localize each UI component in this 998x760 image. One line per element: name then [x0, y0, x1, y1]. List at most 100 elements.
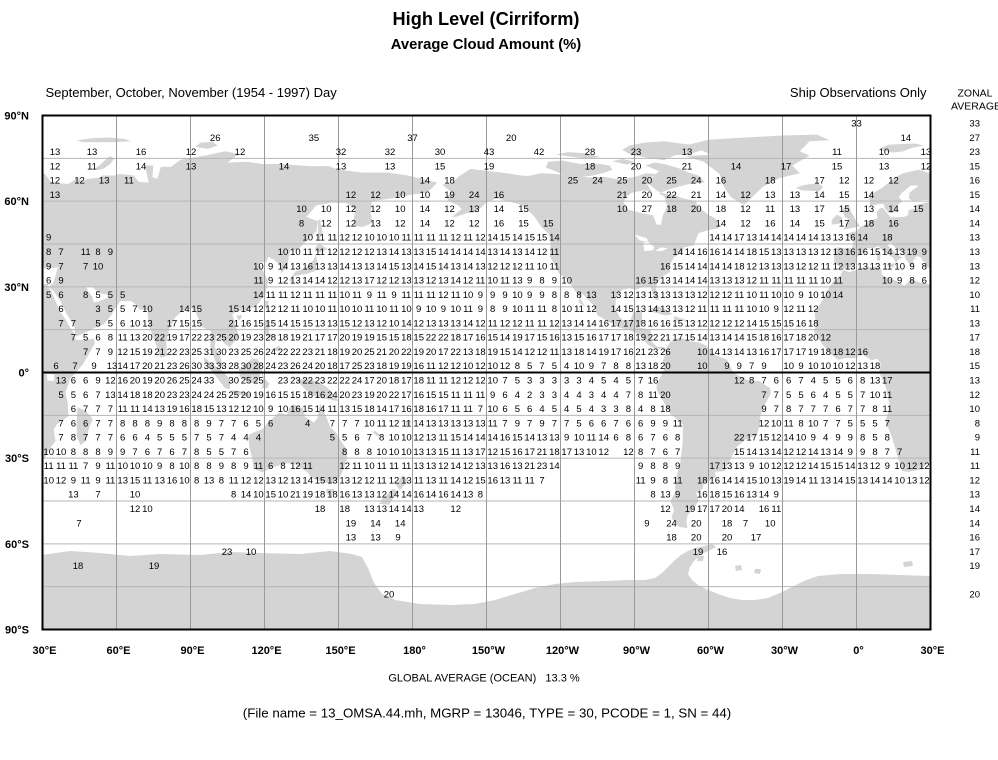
svg-text:13: 13 — [450, 318, 461, 329]
svg-text:11: 11 — [81, 247, 91, 258]
svg-text:15: 15 — [500, 447, 511, 458]
svg-text:20: 20 — [660, 361, 671, 372]
svg-text:11: 11 — [438, 376, 448, 387]
svg-text:13: 13 — [660, 304, 671, 315]
svg-text:14: 14 — [463, 318, 474, 329]
svg-text:12: 12 — [845, 361, 856, 372]
svg-text:21: 21 — [154, 347, 165, 358]
svg-text:5: 5 — [256, 418, 261, 429]
svg-text:7: 7 — [342, 418, 347, 429]
svg-text:13: 13 — [463, 347, 474, 358]
svg-text:8: 8 — [299, 218, 304, 229]
svg-text:11: 11 — [352, 290, 362, 301]
svg-text:15: 15 — [253, 318, 264, 329]
svg-text:15: 15 — [537, 333, 548, 344]
svg-text:37: 37 — [407, 133, 418, 144]
svg-text:17: 17 — [839, 218, 850, 229]
svg-text:13: 13 — [722, 276, 733, 287]
svg-text:8: 8 — [108, 333, 113, 344]
svg-text:10: 10 — [43, 447, 54, 458]
svg-text:180°: 180° — [403, 645, 426, 657]
svg-text:15: 15 — [302, 404, 313, 415]
svg-text:14: 14 — [648, 304, 659, 315]
svg-text:17: 17 — [709, 461, 720, 472]
svg-text:19: 19 — [364, 390, 375, 401]
svg-text:10: 10 — [808, 361, 819, 372]
svg-text:11: 11 — [68, 461, 78, 472]
svg-text:9: 9 — [650, 475, 655, 486]
svg-text:26: 26 — [167, 376, 178, 387]
svg-text:15: 15 — [913, 204, 924, 215]
svg-text:18: 18 — [796, 333, 807, 344]
svg-text:10: 10 — [697, 347, 708, 358]
svg-text:14: 14 — [413, 261, 424, 272]
svg-text:10: 10 — [302, 304, 313, 315]
svg-text:10: 10 — [130, 318, 141, 329]
svg-text:13: 13 — [364, 261, 375, 272]
svg-text:5: 5 — [342, 433, 347, 444]
svg-text:13: 13 — [845, 261, 856, 272]
svg-text:8: 8 — [342, 447, 347, 458]
svg-text:11: 11 — [401, 418, 411, 429]
svg-text:10: 10 — [130, 490, 141, 501]
svg-text:14: 14 — [771, 233, 782, 244]
svg-text:10: 10 — [56, 447, 67, 458]
svg-text:8: 8 — [650, 404, 655, 415]
svg-text:15: 15 — [278, 390, 289, 401]
svg-text:11: 11 — [253, 461, 263, 472]
svg-text:25: 25 — [216, 390, 227, 401]
svg-text:14: 14 — [796, 233, 807, 244]
svg-text:9: 9 — [95, 376, 100, 387]
svg-text:September, October, November (: September, October, November (1954 - 199… — [46, 85, 338, 100]
svg-text:22: 22 — [302, 376, 313, 387]
svg-text:9: 9 — [552, 276, 557, 287]
svg-text:14: 14 — [709, 261, 720, 272]
svg-text:33: 33 — [204, 361, 215, 372]
svg-text:13: 13 — [376, 247, 387, 258]
svg-text:14: 14 — [969, 218, 980, 229]
svg-text:9: 9 — [737, 361, 742, 372]
svg-text:9: 9 — [761, 361, 766, 372]
svg-text:9: 9 — [391, 290, 396, 301]
svg-text:16: 16 — [660, 318, 671, 329]
svg-text:11: 11 — [438, 433, 448, 444]
svg-text:7: 7 — [95, 433, 100, 444]
svg-text:19: 19 — [290, 333, 301, 344]
svg-text:14: 14 — [734, 475, 745, 486]
svg-text:12: 12 — [450, 504, 461, 515]
svg-text:7: 7 — [132, 304, 137, 315]
svg-text:8: 8 — [576, 290, 581, 301]
svg-text:12: 12 — [697, 318, 708, 329]
svg-text:14: 14 — [401, 504, 412, 515]
svg-text:11: 11 — [970, 461, 980, 472]
svg-text:4: 4 — [613, 376, 618, 387]
svg-text:20: 20 — [376, 376, 387, 387]
svg-text:13: 13 — [586, 290, 597, 301]
svg-text:8: 8 — [539, 276, 544, 287]
svg-text:11: 11 — [525, 475, 535, 486]
svg-text:8: 8 — [280, 461, 285, 472]
svg-text:22: 22 — [389, 390, 400, 401]
svg-text:16: 16 — [494, 190, 505, 201]
svg-text:12: 12 — [290, 290, 301, 301]
svg-text:8: 8 — [206, 461, 211, 472]
svg-text:10: 10 — [561, 276, 572, 287]
svg-text:11: 11 — [549, 261, 559, 272]
svg-text:9: 9 — [835, 433, 840, 444]
svg-text:9: 9 — [395, 533, 400, 544]
svg-text:30: 30 — [228, 376, 239, 387]
svg-text:12: 12 — [364, 247, 375, 258]
svg-text:60°N: 60°N — [4, 196, 29, 208]
svg-text:13: 13 — [475, 461, 486, 472]
svg-text:15: 15 — [475, 475, 486, 486]
svg-text:14: 14 — [463, 261, 474, 272]
svg-text:14: 14 — [302, 276, 313, 287]
svg-text:120°W: 120°W — [546, 645, 580, 657]
svg-text:5: 5 — [108, 304, 113, 315]
svg-text:8: 8 — [95, 447, 100, 458]
svg-text:14: 14 — [734, 347, 745, 358]
svg-text:7: 7 — [601, 361, 606, 372]
svg-text:12: 12 — [346, 190, 357, 201]
svg-text:19: 19 — [364, 333, 375, 344]
svg-text:14: 14 — [833, 290, 844, 301]
